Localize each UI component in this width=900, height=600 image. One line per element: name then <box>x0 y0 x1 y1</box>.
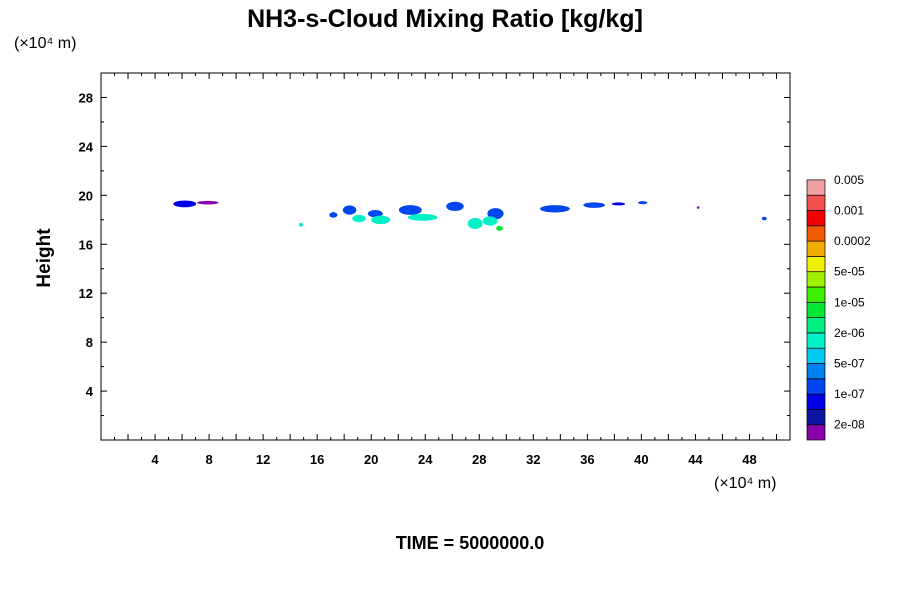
colorbar-swatch-4 <box>806 363 826 380</box>
cloud-patch-0 <box>173 200 197 208</box>
x-tick-label: 12 <box>256 452 270 467</box>
cloud-patch-3 <box>329 212 338 218</box>
x-tick-label: 40 <box>634 452 648 467</box>
x-tick-label: 28 <box>472 452 486 467</box>
y-tick-label: 8 <box>86 335 93 350</box>
colorbar-label: 2e-08 <box>834 418 865 432</box>
y-tick-label: 20 <box>79 188 93 203</box>
cloud-patch-8 <box>398 205 422 215</box>
plot-frame <box>100 72 791 441</box>
colorbar-swatch-2 <box>806 393 826 410</box>
x-tick-label: 20 <box>364 452 378 467</box>
y-tick-label: 4 <box>86 384 94 399</box>
cloud-patch-9 <box>407 213 438 221</box>
colorbar-label: 0.001 <box>834 204 864 218</box>
colorbar-swatch-12 <box>806 240 826 257</box>
colorbar-swatch-3 <box>806 378 826 395</box>
y-tick-label: 24 <box>79 139 94 154</box>
colorbar-swatch-16 <box>806 179 826 196</box>
cloud-patch-14 <box>496 225 503 231</box>
cloud-patch-19 <box>696 206 700 209</box>
x-axis-unit: (×10⁴ m) <box>714 475 776 492</box>
colorbar-swatch-9 <box>806 286 826 303</box>
x-tick-label: 24 <box>418 452 433 467</box>
cloud-patch-4 <box>342 205 357 215</box>
x-tick-label: 16 <box>310 452 324 467</box>
colorbar-label: 5e-05 <box>834 265 865 279</box>
cloud-patch-5 <box>352 214 366 223</box>
colorbar-swatch-7 <box>806 317 826 334</box>
x-tick-label: 44 <box>688 452 703 467</box>
cloud-patch-16 <box>583 202 605 208</box>
colorbar-label: 5e-07 <box>834 357 865 371</box>
y-axis-unit: (×10⁴ m) <box>14 35 76 52</box>
colorbar-label: 1e-07 <box>834 387 865 401</box>
y-tick-label: 12 <box>79 286 93 301</box>
y-tick-label: 28 <box>79 90 93 105</box>
y-tick-label: 16 <box>79 237 93 252</box>
x-tick-label: 36 <box>580 452 594 467</box>
colorbar-swatch-10 <box>806 271 826 288</box>
cloud-patch-20 <box>761 216 767 221</box>
cloud-patch-17 <box>611 202 626 206</box>
colorbar-swatch-14 <box>806 210 826 227</box>
cloud-patch-2 <box>298 222 303 227</box>
y-axis: 4 8 12 16 20 24 28 <box>79 90 790 417</box>
colorbar-label: 2e-06 <box>834 326 865 340</box>
x-tick-label: 8 <box>205 452 212 467</box>
cloud-patch-11 <box>467 217 483 229</box>
colorbar-swatch-5 <box>806 347 826 364</box>
y-axis-label: Height <box>34 228 55 288</box>
colorbar-label: 0.005 <box>834 173 864 187</box>
colorbar-label: 0.0002 <box>834 234 871 248</box>
cloud-patch-15 <box>540 205 570 213</box>
colorbar-swatch-11 <box>806 256 826 273</box>
cloud-patch-7 <box>371 215 391 225</box>
cloud-patch-6 <box>367 210 383 218</box>
time-label: TIME = 5000000.0 <box>396 533 545 553</box>
cloud-patch-18 <box>638 201 648 205</box>
colorbar-swatch-13 <box>806 225 826 242</box>
x-tick-label: 48 <box>742 452 756 467</box>
x-axis: 4 8 12 16 20 24 28 32 36 40 44 48 <box>114 73 777 467</box>
colorbar-swatch-8 <box>806 301 826 318</box>
chart-title: NH3-s-Cloud Mixing Ratio [kg/kg] <box>247 5 643 33</box>
x-tick-label: 32 <box>526 452 540 467</box>
data-region <box>173 200 767 231</box>
x-tick-label: 4 <box>151 452 159 467</box>
cloud-patch-1 <box>196 200 219 205</box>
colorbar-swatch-0 <box>806 424 826 441</box>
cloud-patch-10 <box>446 201 464 211</box>
colorbar-swatch-1 <box>806 409 826 426</box>
colorbar-swatch-6 <box>806 332 826 349</box>
cloud-patch-13 <box>482 216 498 226</box>
colorbar: 2e-08 1e-07 5e-07 2e-06 1e-05 5e-05 0.0002 0.00… <box>806 173 871 441</box>
cloud-patch-12 <box>487 208 504 220</box>
colorbar-label: 1e-05 <box>834 295 865 309</box>
colorbar-swatch-15 <box>806 194 826 211</box>
